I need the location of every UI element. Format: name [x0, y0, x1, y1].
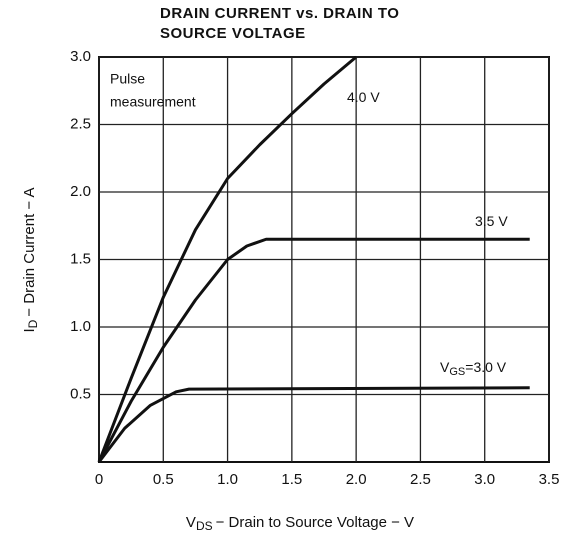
x-tick-label: 2.5	[410, 471, 431, 488]
x-tick-label: 3.0	[474, 471, 495, 488]
series-label-eq: =	[465, 359, 473, 375]
series-label: VGS=3.0 V	[440, 359, 507, 378]
series-label-subscript: GS	[449, 366, 465, 378]
x-tick-label: 1.5	[281, 471, 302, 488]
x-axis-label: VDS − Drain to Source Voltage − V	[186, 514, 414, 533]
y-tick-label: 2.0	[70, 183, 91, 200]
y-tick-label: 1.0	[70, 318, 91, 335]
curve	[97, 386, 530, 463]
chart-title: SOURCE VOLTAGE	[160, 25, 306, 42]
y-tick-label: 2.5	[70, 115, 91, 132]
curve	[97, 55, 358, 463]
series-label: 4.0 V	[347, 89, 380, 105]
y-tick-label: 0.5	[70, 385, 91, 402]
chart-title: DRAIN CURRENT vs. DRAIN TO	[160, 5, 399, 22]
series-label: 3.5 V	[475, 213, 508, 229]
y-axis-label: ID− Drain Current − A	[21, 187, 40, 332]
annotation: Pulse	[110, 71, 145, 87]
series-label-symbol: V	[440, 359, 450, 375]
x-tick-label: 1.0	[217, 471, 238, 488]
x-tick-label: 0	[95, 471, 103, 488]
series-label-name: 4.0 V	[347, 89, 380, 105]
y-tick-label: 1.5	[70, 250, 91, 267]
x-tick-label: 0.5	[153, 471, 174, 488]
annotation: measurement	[110, 94, 196, 110]
series-label-name: 3.0 V	[473, 359, 506, 375]
x-tick-label: 2.0	[346, 471, 367, 488]
y-tick-label: 3.0	[70, 48, 91, 65]
x-tick-label: 3.5	[539, 471, 560, 488]
curve	[97, 237, 530, 463]
series-label-name: 3.5 V	[475, 213, 508, 229]
